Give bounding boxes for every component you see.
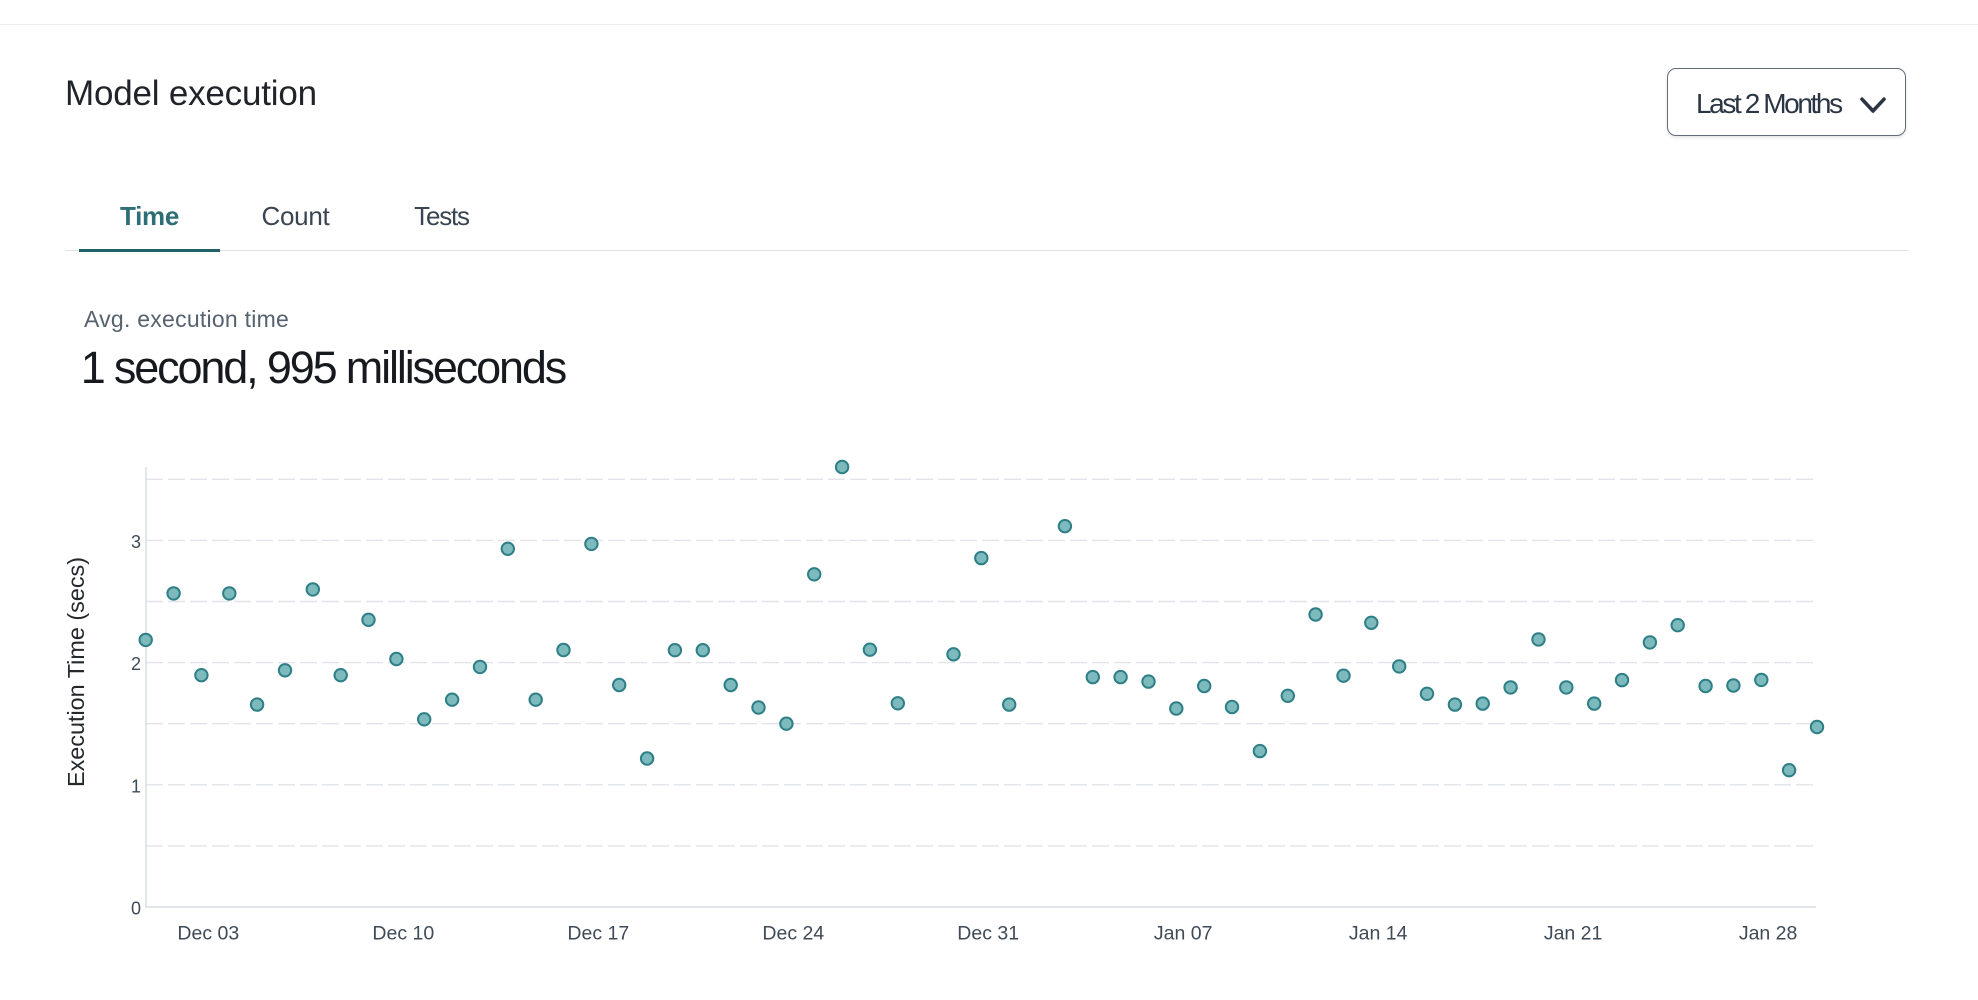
svg-text:Dec 10: Dec 10 (372, 922, 434, 944)
svg-text:Execution Time (secs): Execution Time (secs) (63, 557, 89, 787)
svg-text:Jan 28: Jan 28 (1739, 922, 1798, 944)
svg-text:Jan 07: Jan 07 (1154, 922, 1213, 944)
svg-text:1: 1 (131, 776, 141, 796)
svg-text:Jan 21: Jan 21 (1544, 922, 1603, 944)
svg-text:0: 0 (131, 899, 141, 919)
svg-text:Dec 31: Dec 31 (957, 922, 1019, 944)
svg-text:Dec 17: Dec 17 (567, 922, 629, 944)
svg-text:Dec 24: Dec 24 (762, 922, 824, 944)
svg-text:2: 2 (131, 654, 141, 674)
svg-text:3: 3 (131, 532, 141, 552)
svg-text:Jan 14: Jan 14 (1349, 922, 1408, 944)
svg-text:Dec 03: Dec 03 (177, 922, 239, 944)
